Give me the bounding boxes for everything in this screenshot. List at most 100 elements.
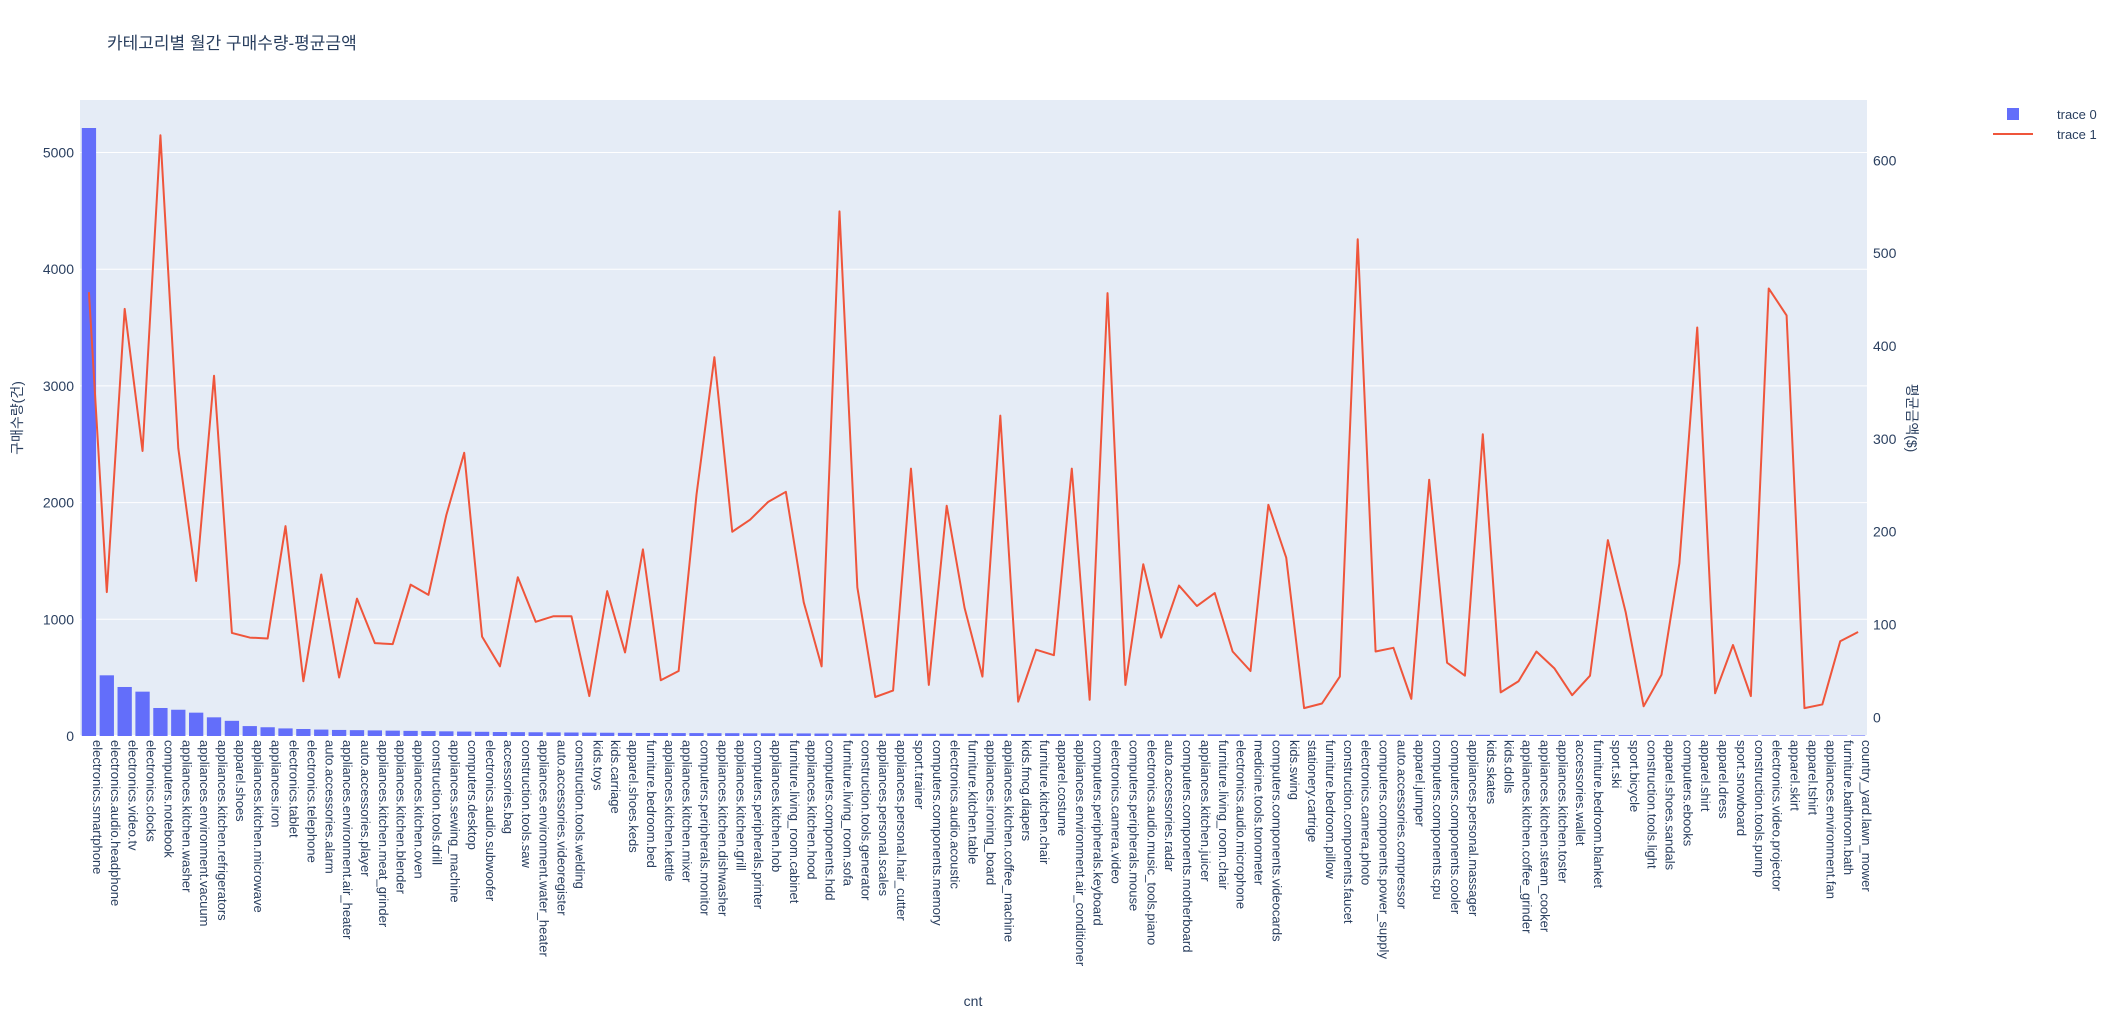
x-tick-label: kids.toys xyxy=(590,740,605,791)
legend-label-trace-1: trace 1 xyxy=(2057,127,2097,142)
x-tick-label: appliances.kitchen.washer xyxy=(179,740,194,893)
bar xyxy=(1744,735,1758,736)
bar xyxy=(689,733,703,736)
bar xyxy=(171,710,185,736)
bar xyxy=(1565,735,1579,736)
bar xyxy=(671,733,685,736)
bar xyxy=(457,732,471,736)
x-tick-label: country_yard.lawn_mower xyxy=(1859,740,1874,892)
legend-label-trace-0: trace 0 xyxy=(2057,107,2097,122)
legend[interactable]: trace 0 trace 1 xyxy=(1993,107,2097,142)
x-tick-label: computers.desktop xyxy=(465,740,480,850)
x-tick-label: appliances.kitchen.microwave xyxy=(251,740,266,913)
bar xyxy=(207,717,221,736)
x-tick-label: appliances.kitchen.coffee_machine xyxy=(1001,740,1016,942)
bar xyxy=(278,728,292,736)
bar xyxy=(1833,735,1847,736)
x-tick-label: kids.skates xyxy=(1484,740,1499,805)
x-tick-label: computers.ebooks xyxy=(1680,740,1695,847)
bar xyxy=(1225,734,1239,736)
y-axis-title: 구매수량(건) xyxy=(9,381,25,455)
x-tick-label: construction.tools.light xyxy=(1645,740,1660,869)
bar xyxy=(1636,735,1650,736)
x-tick-label: kids.carriage xyxy=(608,740,623,814)
bar xyxy=(1583,735,1597,736)
y2-tick-label: 0 xyxy=(1873,709,1881,725)
bar xyxy=(225,721,239,736)
bar xyxy=(1476,735,1490,736)
y-tick-label: 2000 xyxy=(43,495,74,511)
bar xyxy=(189,713,203,736)
bar xyxy=(1547,735,1561,736)
x-tick-label: appliances.kitchen.oven xyxy=(412,740,427,879)
legend-item-trace-1[interactable]: trace 1 xyxy=(1993,127,2097,142)
x-tick-label: appliances.environment.vacuum xyxy=(197,740,212,926)
x-tick-label: furniture.bathroom.bath xyxy=(1841,740,1856,875)
chart-title: 카테고리별 월간 구매수량-평균금액 xyxy=(107,34,357,53)
bar xyxy=(975,734,989,736)
x-tick-label: construction.tools.drill xyxy=(429,740,444,865)
bar xyxy=(1440,735,1454,736)
x-tick-label: apparel.shoes.keds xyxy=(626,740,641,853)
bar xyxy=(1404,735,1418,736)
bar xyxy=(1851,735,1865,736)
x-tick-label: computers.notebook xyxy=(161,740,176,858)
x-tick-label: construction.tools.pump xyxy=(1752,740,1767,877)
bar xyxy=(797,733,811,736)
x-tick-label: computers.peripherals.keyboard xyxy=(1091,740,1106,926)
x-tick-label: furniture.living_room.chair xyxy=(1216,740,1231,890)
bar xyxy=(1243,734,1257,736)
x-tick-label: sport.trainer xyxy=(912,740,927,810)
x-tick-label: furniture.kitchen.chair xyxy=(1037,740,1052,865)
x-tick-label: auto.accessories.alarm xyxy=(322,740,337,874)
legend-item-trace-0[interactable]: trace 0 xyxy=(2007,107,2097,122)
x-tick-label: computers.peripherals.mouse xyxy=(1126,740,1141,911)
bar xyxy=(1261,734,1275,736)
x-tick-label: appliances.kitchen.coffee_grinder xyxy=(1520,740,1535,934)
x-tick-label: appliances.environment.air_conditioner xyxy=(1073,740,1088,967)
bar xyxy=(636,733,650,736)
bar xyxy=(135,692,149,736)
x-tick-label: furniture.bedroom.pillow xyxy=(1323,740,1338,879)
bar xyxy=(1279,734,1293,736)
x-tick-label: appliances.kitchen.toster xyxy=(1555,740,1570,884)
x-tick-label: apparel.shoes xyxy=(233,740,248,822)
bar xyxy=(1368,735,1382,736)
bar xyxy=(1422,735,1436,736)
bar xyxy=(582,733,596,736)
bar xyxy=(618,733,632,736)
x-tick-label: sport.bicycle xyxy=(1627,740,1642,812)
bar xyxy=(1672,735,1686,736)
y-tick-label: 4000 xyxy=(43,261,74,277)
x-tick-label: electronics.audio.headphone xyxy=(108,740,123,906)
bar xyxy=(922,734,936,736)
bar xyxy=(600,733,614,736)
x-tick-label: appliances.personal.scales xyxy=(876,740,891,897)
bar xyxy=(1779,735,1793,736)
bar xyxy=(529,732,543,736)
x-tick-label: sport.ski xyxy=(1609,740,1624,789)
bar xyxy=(1690,735,1704,736)
bar xyxy=(1190,734,1204,736)
x-tick-label: appliances.environment.fan xyxy=(1823,740,1838,899)
x-tick-label: appliances.ironing_board xyxy=(983,740,998,885)
bar xyxy=(386,731,400,736)
x-tick-label: apparel.dress xyxy=(1716,740,1731,819)
x-tick-label: appliances.kitchen.mixer xyxy=(680,740,695,883)
x-tick-label: appliances.iron xyxy=(269,740,284,827)
bar xyxy=(779,733,793,736)
bar xyxy=(243,726,257,736)
bar xyxy=(1172,734,1186,736)
bar xyxy=(475,732,489,736)
x-tick-label: construction.tools.welding xyxy=(572,740,587,889)
x-tick-label: electronics.video.tv xyxy=(126,740,141,851)
y-tick-label: 5000 xyxy=(43,145,74,161)
x-tick-label: computers.components.cpu xyxy=(1430,740,1445,900)
x-tick-label: appliances.kitchen.grill xyxy=(733,740,748,871)
x-tick-label: computers.components.memory xyxy=(930,740,945,926)
bar xyxy=(1136,734,1150,736)
bar xyxy=(100,675,114,736)
